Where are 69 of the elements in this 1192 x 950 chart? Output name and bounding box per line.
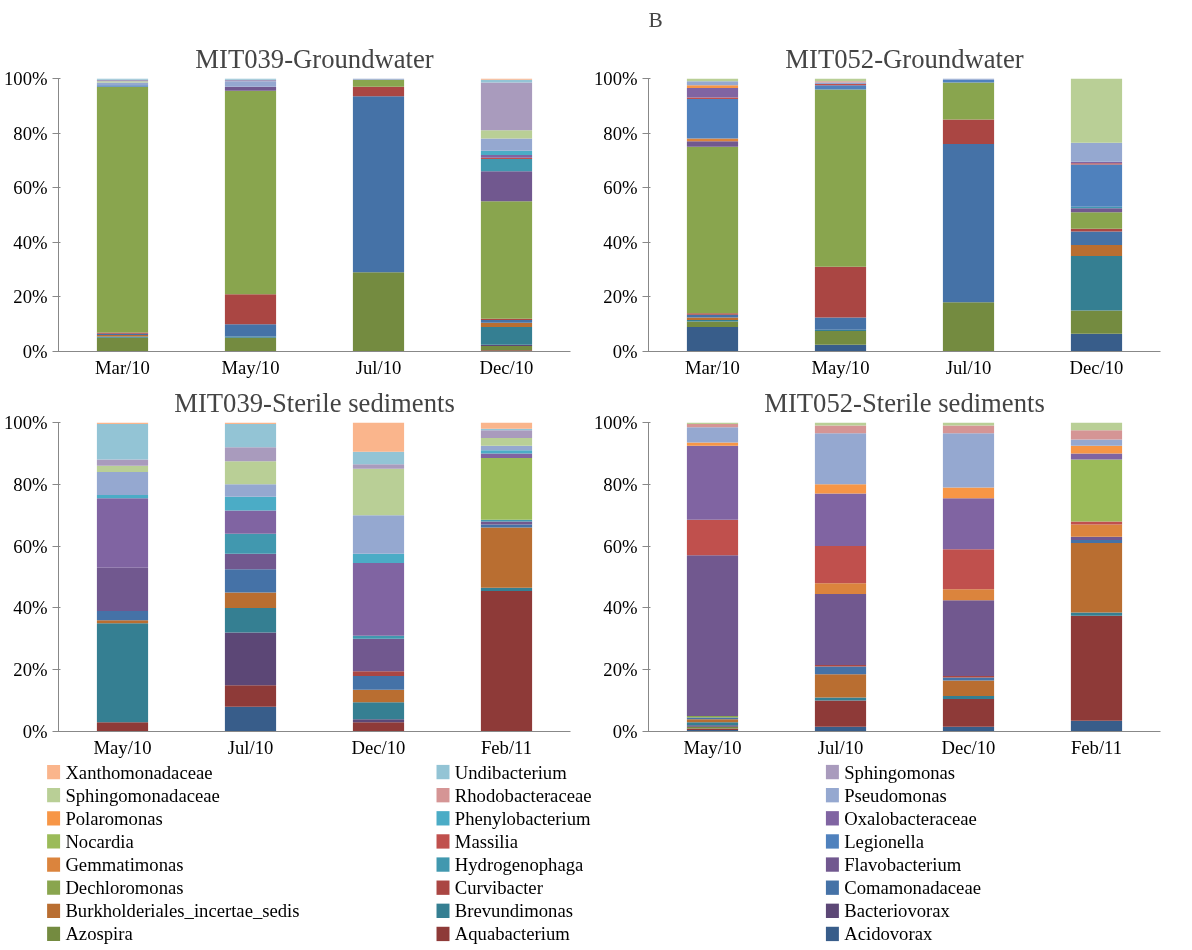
x-tick-label: Feb/11: [480, 736, 533, 758]
x-tick-label: Mar/10: [685, 356, 740, 378]
x-tick-label: Dec/10: [351, 736, 406, 758]
legend-label: Polaromonas: [65, 807, 163, 829]
legend-label: Xanthomonadaceae: [65, 761, 213, 783]
chart-title: MIT052-Groundwater: [785, 43, 1024, 74]
legend-label: Legionella: [844, 830, 925, 852]
legend-label: Gemmatimonas: [65, 854, 184, 876]
x-tick-label: Mar/10: [95, 356, 150, 378]
y-tick-label: 20%: [603, 286, 638, 308]
y-tick-label: 40%: [603, 597, 638, 619]
y-tick-label: 0%: [612, 341, 638, 362]
y-tick-label: 60%: [603, 177, 638, 199]
y-tick-label: 40%: [603, 231, 638, 253]
x-tick-label: Feb/11: [1070, 736, 1123, 758]
legend-label: Comamonadaceae: [844, 877, 981, 899]
x-tick-label: May/10: [811, 356, 870, 378]
legend-label: Massilia: [454, 830, 519, 852]
chart-title: MIT052-Sterile sediments: [764, 387, 1045, 418]
y-tick-label: 80%: [603, 473, 638, 495]
legend-label: Aquabacterium: [454, 923, 571, 945]
x-tick-label: May/10: [93, 736, 152, 758]
y-tick-label: 20%: [603, 659, 638, 681]
y-tick-label: 40%: [13, 231, 48, 253]
legend-label: Azospira: [65, 923, 134, 945]
x-tick-label: Jul/10: [945, 356, 992, 378]
y-tick-label: 60%: [13, 177, 48, 199]
legend-label: Undibacterium: [454, 761, 568, 783]
legend-label: Hydrogenophaga: [454, 854, 584, 876]
y-tick-label: 100%: [593, 68, 638, 89]
x-tick-label: Jul/10: [227, 736, 274, 758]
text: B: [648, 7, 663, 32]
legend-label: Flavobacterium: [844, 854, 962, 876]
x-tick-label: Dec/10: [941, 736, 996, 758]
y-tick-label: 0%: [612, 721, 638, 742]
legend-label: Burkholderiales_incertae_sedis: [65, 900, 300, 922]
x-tick-label: Dec/10: [1069, 356, 1124, 378]
legend-label: Bacteriovorax: [844, 900, 951, 922]
legend-label: Dechloromonas: [65, 877, 184, 899]
legend-label: Rhodobacteraceae: [454, 784, 592, 806]
legend-label: Phenylobacterium: [454, 807, 592, 829]
x-tick-label: May/10: [683, 736, 742, 758]
y-tick-label: 0%: [22, 721, 48, 742]
x-tick-label: Jul/10: [355, 356, 402, 378]
legend-label: Curvibacter: [454, 877, 544, 899]
y-tick-label: 80%: [13, 122, 48, 144]
legend-label: Oxalobacteraceae: [844, 807, 977, 829]
legend-label: Sphingomonadaceae: [65, 784, 220, 806]
chart-title: MIT039-Groundwater: [195, 43, 434, 74]
legend-label: Brevundimonas: [454, 900, 573, 922]
y-tick-label: 20%: [13, 286, 48, 308]
legend-label: Acidovorax: [844, 923, 933, 945]
legend-label: Pseudomonas: [844, 784, 947, 806]
y-tick-label: 100%: [593, 412, 638, 433]
y-tick-label: 0%: [22, 341, 48, 362]
y-tick-label: 100%: [3, 68, 48, 89]
x-tick-label: Dec/10: [479, 356, 534, 378]
y-tick-label: 60%: [13, 535, 48, 557]
legend-label: Nocardia: [65, 830, 135, 852]
y-tick-label: 60%: [603, 535, 638, 557]
y-tick-label: 80%: [13, 473, 48, 495]
y-tick-label: 40%: [13, 597, 48, 619]
x-tick-label: Jul/10: [817, 736, 864, 758]
y-tick-label: 80%: [603, 122, 638, 144]
y-tick-label: 100%: [3, 412, 48, 433]
y-tick-label: 20%: [13, 659, 48, 681]
chart-title: MIT039-Sterile sediments: [174, 387, 455, 418]
legend-label: Sphingomonas: [844, 761, 956, 783]
x-tick-label: May/10: [221, 356, 280, 378]
